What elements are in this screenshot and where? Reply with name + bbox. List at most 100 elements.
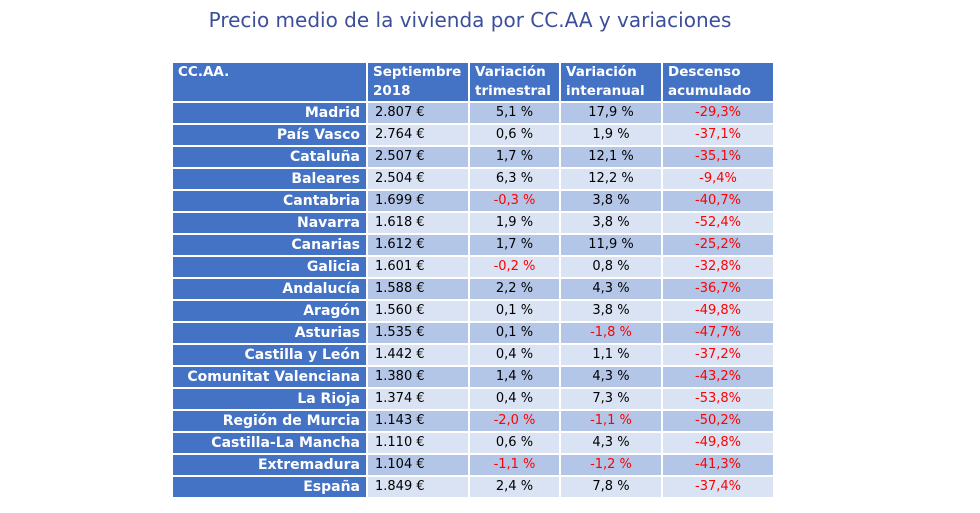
header-label-line: Septiembre	[373, 64, 462, 80]
price-cell: 1.618 €	[368, 213, 468, 233]
quarterly-change-cell: 5,1 %	[470, 103, 559, 123]
cumulative-drop-cell: -37,1%	[663, 125, 773, 145]
price-cell: 2.807 €	[368, 103, 468, 123]
table-body: Madrid 2.807 €5,1 % 17,9 % -29,3% País Vasco…	[173, 103, 773, 497]
cumulative-drop-cell: -53,8%	[663, 389, 773, 409]
region-cell: Cataluña	[173, 147, 366, 167]
price-cell: 1.442 €	[368, 345, 468, 365]
price-cell: 2.507 €	[368, 147, 468, 167]
header-label-line: CC.AA.	[178, 64, 230, 80]
quarterly-change-cell: 1,4 %	[470, 367, 559, 387]
price-cell: 1.601 €	[368, 257, 468, 277]
cumulative-drop-cell: -32,8%	[663, 257, 773, 277]
yearly-change-cell: 4,3 %	[561, 279, 661, 299]
yearly-change-cell: 12,1 %	[561, 147, 661, 167]
price-cell: 1.143 €	[368, 411, 468, 431]
region-cell: Madrid	[173, 103, 366, 123]
header-region: CC.AA.	[173, 63, 366, 101]
header-row: CC.AA. Septiembre 2018 Variación trimestra…	[173, 63, 773, 101]
table-row: Navarra 1.618 €1,9 % 3,8 % -52,4%	[173, 213, 773, 233]
header-label-line: acumulado	[668, 83, 752, 99]
region-cell: Canarias	[173, 235, 366, 255]
quarterly-change-cell: 0,6 %	[470, 125, 559, 145]
cumulative-drop-cell: -36,7%	[663, 279, 773, 299]
price-table: CC.AA. Septiembre 2018 Variación trimestra…	[171, 61, 775, 499]
table-row: Andalucía 1.588 €2,2 % 4,3 % -36,7%	[173, 279, 773, 299]
table-row: Galicia 1.601 € -0,2 % 0,8 % -32,8%	[173, 257, 773, 277]
table-row: Extremadura 1.104 € -1,1 % -1,2 % -41,3%	[173, 455, 773, 475]
region-cell: Andalucía	[173, 279, 366, 299]
cumulative-drop-cell: -47,7%	[663, 323, 773, 343]
region-cell: Castilla-La Mancha	[173, 433, 366, 453]
table-row: Canarias 1.612 €1,7 % 11,9 % -25,2%	[173, 235, 773, 255]
table-row: Aragón 1.560 €0,1 % 3,8 % -49,8%	[173, 301, 773, 321]
region-cell: Región de Murcia	[173, 411, 366, 431]
quarterly-change-cell: -0,3 %	[470, 191, 559, 211]
region-cell: Navarra	[173, 213, 366, 233]
quarterly-change-cell: 1,7 %	[470, 235, 559, 255]
table-row: Cantabria 1.699 € -0,3 % 3,8 % -40,7%	[173, 191, 773, 211]
region-cell: Baleares	[173, 169, 366, 189]
header-label-line: interanual	[566, 83, 645, 99]
yearly-change-cell: 7,8 %	[561, 477, 661, 497]
cumulative-drop-cell: -40,7%	[663, 191, 773, 211]
table-row: Cataluña 2.507 €1,7 % 12,1 % -35,1%	[173, 147, 773, 167]
cumulative-drop-cell: -35,1%	[663, 147, 773, 167]
quarterly-change-cell: 0,1 %	[470, 301, 559, 321]
table-row: España 1.849 €2,4 % 7,8 % -37,4%	[173, 477, 773, 497]
table-row: Castilla-La Mancha 1.110 €0,6 % 4,3 % -49,8…	[173, 433, 773, 453]
yearly-change-cell: 4,3 %	[561, 367, 661, 387]
region-cell: Asturias	[173, 323, 366, 343]
table-row: La Rioja 1.374 €0,4 % 7,3 % -53,8%	[173, 389, 773, 409]
price-cell: 1.612 €	[368, 235, 468, 255]
yearly-change-cell: 1,9 %	[561, 125, 661, 145]
yearly-change-cell: 3,8 %	[561, 191, 661, 211]
region-cell: Extremadura	[173, 455, 366, 475]
header-label-line: Descenso	[668, 64, 741, 80]
table-row: Madrid 2.807 €5,1 % 17,9 % -29,3%	[173, 103, 773, 123]
price-cell: 1.374 €	[368, 389, 468, 409]
cumulative-drop-cell: -49,8%	[663, 301, 773, 321]
quarterly-change-cell: -2,0 %	[470, 411, 559, 431]
header-label-line: Variación	[475, 64, 546, 80]
price-cell: 1.380 €	[368, 367, 468, 387]
region-cell: Aragón	[173, 301, 366, 321]
yearly-change-cell: -1,1 %	[561, 411, 661, 431]
quarterly-change-cell: -1,1 %	[470, 455, 559, 475]
cumulative-drop-cell: -41,3%	[663, 455, 773, 475]
cumulative-drop-cell: -37,4%	[663, 477, 773, 497]
header-price: Septiembre 2018	[368, 63, 468, 101]
header-label-line: trimestral	[475, 83, 551, 99]
yearly-change-cell: 3,8 %	[561, 301, 661, 321]
quarterly-change-cell: 2,4 %	[470, 477, 559, 497]
header-yearly: Variación interanual	[561, 63, 661, 101]
price-cell: 1.560 €	[368, 301, 468, 321]
quarterly-change-cell: 0,4 %	[470, 345, 559, 365]
yearly-change-cell: 0,8 %	[561, 257, 661, 277]
table-row: País Vasco 2.764 €0,6 % 1,9 % -37,1%	[173, 125, 773, 145]
cumulative-drop-cell: -25,2%	[663, 235, 773, 255]
price-cell: 2.504 €	[368, 169, 468, 189]
region-cell: La Rioja	[173, 389, 366, 409]
quarterly-change-cell: -0,2 %	[470, 257, 559, 277]
quarterly-change-cell: 1,9 %	[470, 213, 559, 233]
cumulative-drop-cell: -50,2%	[663, 411, 773, 431]
price-cell: 1.535 €	[368, 323, 468, 343]
yearly-change-cell: -1,8 %	[561, 323, 661, 343]
table-row: Región de Murcia 1.143 € -2,0 % -1,1 % -50,2…	[173, 411, 773, 431]
cumulative-drop-cell: -43,2%	[663, 367, 773, 387]
price-cell: 1.849 €	[368, 477, 468, 497]
yearly-change-cell: -1,2 %	[561, 455, 661, 475]
chart-title: Precio medio de la vivienda por CC.AA y …	[208, 8, 732, 32]
yearly-change-cell: 12,2 %	[561, 169, 661, 189]
yearly-change-cell: 3,8 %	[561, 213, 661, 233]
region-cell: Castilla y León	[173, 345, 366, 365]
quarterly-change-cell: 0,1 %	[470, 323, 559, 343]
price-cell: 1.104 €	[368, 455, 468, 475]
price-cell: 1.110 €	[368, 433, 468, 453]
region-cell: España	[173, 477, 366, 497]
table-row: Castilla y León 1.442 €0,4 % 1,1 % -37,2%	[173, 345, 773, 365]
yearly-change-cell: 11,9 %	[561, 235, 661, 255]
cumulative-drop-cell: -49,8%	[663, 433, 773, 453]
price-cell: 1.699 €	[368, 191, 468, 211]
